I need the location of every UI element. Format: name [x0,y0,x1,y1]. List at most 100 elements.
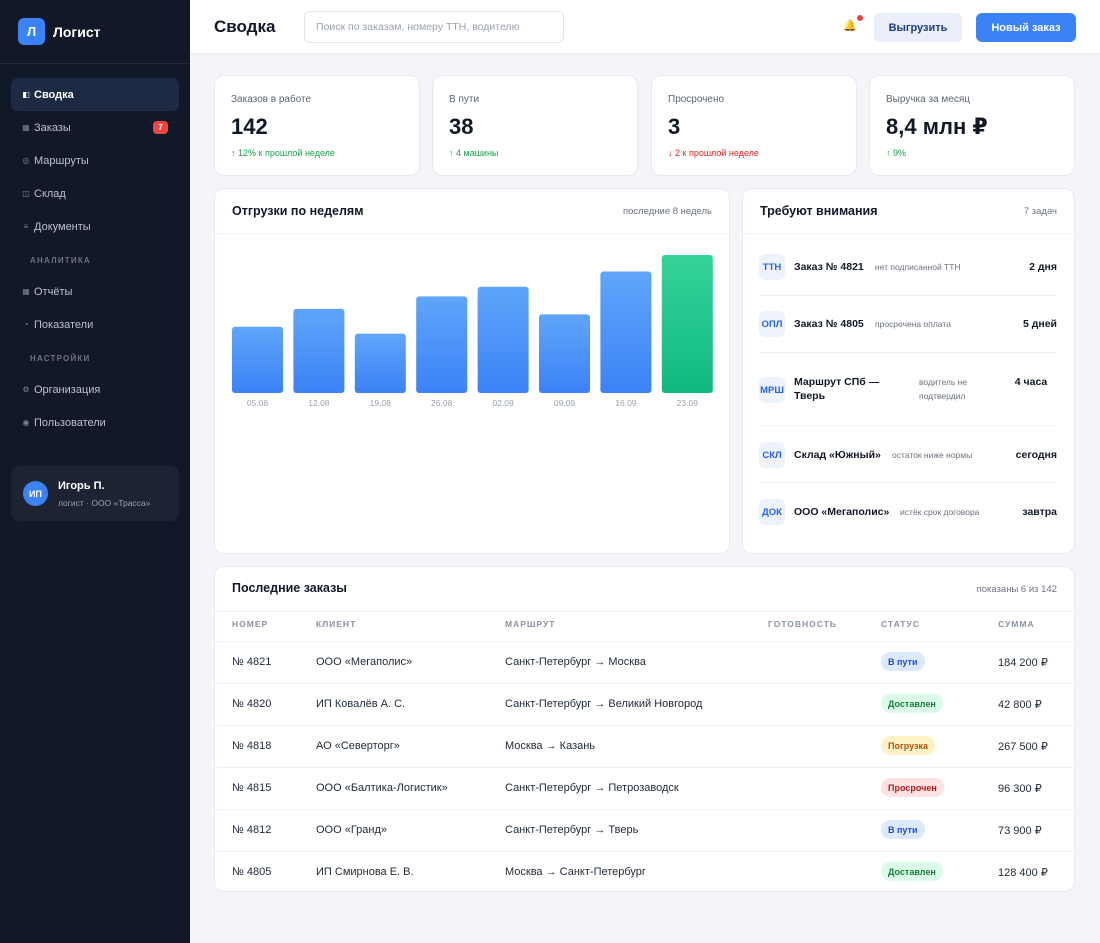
x-tick-label: 09.09 [554,398,576,408]
warehouse-icon: ◫ [22,189,30,198]
task-due: завтра [1022,506,1057,518]
users-icon: ◉ [22,418,30,427]
orders-card: Последние заказы показаны 6 из 142 НОМЕР… [214,566,1075,892]
column-header-number[interactable]: НОМЕР [232,619,269,629]
table-row[interactable]: № 4820 ИП Ковалёв А. С. Санкт-Петербург … [215,684,1073,726]
user-role: логист · ООО «Трасса» [58,497,151,508]
task-title: Заказ № 4821 [794,261,864,273]
table-row[interactable]: № 4818 АО «Северторг» Москва → Казань По… [215,726,1073,768]
export-button[interactable]: Выгрузить [874,13,962,42]
orders-count-badge: 7 [153,121,168,134]
attention-item[interactable]: ТТН Заказ № 4821 нет подписанной ТТН 2 д… [759,239,1057,296]
attention-item[interactable]: МРШ Маршрут СПб — Тверь водитель не подт… [759,353,1057,426]
metrics-icon: ◔ [23,320,29,329]
kpi-label: В пути [449,94,480,105]
chart-bar[interactable] [232,326,283,393]
chart-bar[interactable] [416,296,468,393]
kpi-value: 8,4 млн ₽ [886,114,988,139]
chart-bar[interactable] [354,333,406,393]
sidebar-item-dashboard[interactable]: ◧ Сводка [11,78,179,111]
attention-item[interactable]: ОПЛ Заказ № 4805 просрочена оплата 5 дне… [759,296,1057,353]
table-row[interactable]: № 4812 ООО «Гранд» Санкт-Петербург → Тве… [215,810,1073,852]
order-client: ООО «Мегаполис» [316,656,413,668]
status-badge: Погрузка [881,736,935,755]
chart-bar[interactable] [600,271,652,393]
sidebar-item-organization[interactable]: ⚙ Организация [11,373,179,406]
task-tag: ОПЛ [759,311,785,337]
sidebar-item-documents[interactable]: ≡ Документы [11,210,179,243]
new-order-button[interactable]: Новый заказ [976,13,1076,42]
card-meta: показаны 6 из 142 [976,584,1057,595]
sidebar-item-label: Сводка [34,88,74,101]
card-title: Требуют внимания [760,204,878,218]
kpi-label: Выручка за месяц [886,94,970,105]
kpi-card-overdue: Просрочено 3 ↓ 2 к прошлой неделе [651,75,857,176]
sidebar-item-label: Заказы [34,121,71,134]
task-tag: ДОК [759,499,785,525]
attention-item[interactable]: СКЛ Склад «Южный» остаток ниже нормы сег… [759,426,1057,483]
task-tag: МРШ [759,377,785,403]
column-header-status[interactable]: СТАТУС [881,619,920,629]
orders-icon: ▦ [22,123,30,132]
x-tick-label: 02.09 [492,398,514,408]
kpi-delta: ↓ 2 к прошлой неделе [668,148,759,158]
chart-bar[interactable] [293,308,345,393]
column-header-readiness[interactable]: ГОТОВНОСТЬ [768,619,838,629]
kpi-label: Просрочено [668,94,725,105]
attention-item[interactable]: ДОК ООО «Мегаполис» истёк срок договора … [759,483,1057,540]
chart-bar[interactable] [661,255,713,393]
search-input[interactable]: Поиск по заказам, номеру ТТН, водителю [304,11,564,43]
status-badge: В пути [881,652,925,671]
sidebar-item-warehouse[interactable]: ◫ Склад [11,177,179,210]
sidebar: Л Логист ◧ Сводка ▦ Заказы 7 ◎ Маршруты … [0,0,190,943]
user-card[interactable]: ИП Игорь П. логист · ООО «Трасса» [11,466,179,521]
column-header-sum[interactable]: СУММА [998,619,1035,629]
order-route: Санкт-Петербург → Москва [505,656,646,668]
order-sum: 42 800 ₽ [998,699,1042,711]
notification-dot [857,15,863,21]
user-name: Игорь П. [58,479,105,492]
order-client: АО «Северторг» [316,740,400,752]
order-number: № 4821 [232,656,272,668]
kpi-delta: ↑ 4 машины [449,148,499,158]
x-tick-label: 05.08 [247,398,269,408]
table-row[interactable]: № 4821 ООО «Мегаполис» Санкт-Петербург →… [215,642,1073,684]
kpi-card-orders-in-work: Заказов в работе 142 ↑ 12% к прошлой нед… [214,75,420,176]
column-header-route[interactable]: МАРШРУТ [505,619,556,629]
chart-bar[interactable] [477,286,529,393]
sidebar-item-label: Отчёты [34,285,73,298]
reports-icon: ▦ [22,287,30,296]
sidebar-section-settings: НАСТРОЙКИ [30,353,91,363]
order-route: Москва → Казань [505,740,596,752]
sidebar-item-reports[interactable]: ▦ Отчёты [11,275,179,308]
kpi-card-in-transit: В пути 38 ↑ 4 машины [432,75,638,176]
chart-bar[interactable] [539,314,590,393]
order-sum: 267 500 ₽ [998,741,1048,753]
card-title: Отгрузки по неделям [232,204,364,218]
sidebar-item-orders[interactable]: ▦ Заказы 7 [11,111,179,144]
order-route: Москва → Санкт-Петербург [505,866,646,878]
kpi-delta: ↑ 12% к прошлой неделе [231,148,335,158]
card-meta: последние 8 недель [622,206,712,217]
sidebar-item-metrics[interactable]: ◔ Показатели [11,308,179,341]
bell-icon[interactable]: 🔔 [843,20,857,32]
x-tick-label: 23.09 [677,398,699,408]
x-tick-label: 12.08 [308,398,330,408]
task-tag: ТТН [759,254,785,280]
sidebar-item-routes[interactable]: ◎ Маршруты [11,144,179,177]
column-header-client[interactable]: КЛИЕНТ [316,619,357,629]
kpi-delta: ↑ 9% [886,148,907,158]
task-title: Склад «Южный» [794,449,881,461]
sidebar-item-label: Склад [34,187,66,200]
divider [215,641,1074,642]
x-tick-label: 26.08 [431,398,453,408]
order-client: ИП Ковалёв А. С. [316,698,406,710]
divider [215,233,729,234]
sidebar-item-users[interactable]: ◉ Пользователи [11,406,179,439]
table-row[interactable]: № 4805 ИП Смирнова Е. В. Москва → Санкт-… [215,852,1073,894]
task-desc: нет подписанной ТТН [875,262,961,272]
table-row[interactable]: № 4815 ООО «Балтика-Логистик» Санкт-Пете… [215,768,1073,810]
order-sum: 96 300 ₽ [998,783,1042,795]
order-client: ООО «Балтика-Логистик» [316,782,448,794]
brand: Л Логист [0,0,190,64]
